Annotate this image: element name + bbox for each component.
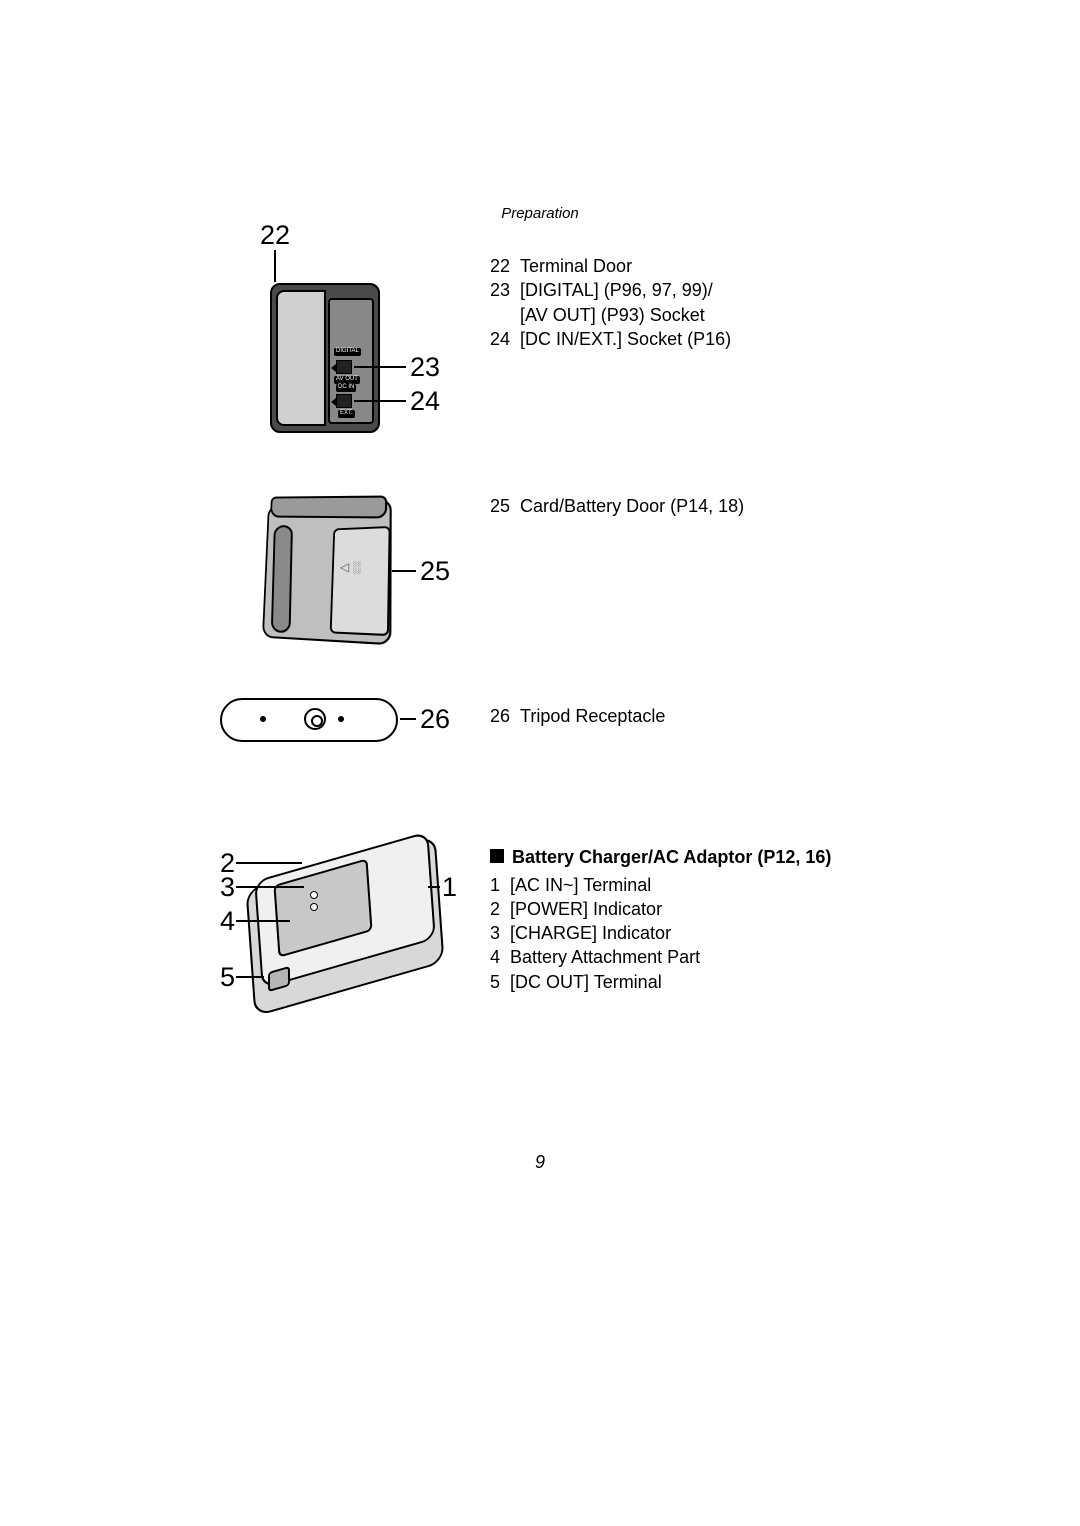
item-text: [DC IN/EXT.] Socket (P16) (520, 327, 731, 351)
camera-bottom-diagram: 26 (210, 688, 450, 758)
callout-line (236, 886, 304, 888)
terminal-door-list: 22 Terminal Door 23 [DIGITAL] (P96, 97, … (490, 254, 731, 351)
callout-line (354, 400, 406, 402)
camera-side-diagram: DIGITAL AV OUT DC IN EXT. 22 23 24 (210, 248, 450, 448)
callout-22: 22 (260, 220, 290, 251)
list-item: 25 Card/Battery Door (P14, 18) (490, 494, 744, 518)
item-number: 1 (490, 873, 510, 897)
camera-back-diagram: ◁ ░ 25 (210, 490, 450, 660)
callout-line (428, 886, 440, 888)
callout-line (236, 920, 290, 922)
section-header: Preparation (0, 205, 1080, 222)
card-battery-list: 25 Card/Battery Door (P14, 18) (490, 494, 744, 518)
block-terminal-door: DIGITAL AV OUT DC IN EXT. 22 23 24 22 Te… (210, 248, 870, 448)
item-number: 5 (490, 970, 510, 994)
charger-list: 1 [AC IN~] Terminal 2 [POWER] Indicator … (490, 873, 700, 994)
port-label-dcin: DC IN (336, 384, 356, 392)
callout-25: 25 (420, 556, 450, 587)
callout-26: 26 (420, 704, 450, 735)
item-text: Tripod Receptacle (520, 704, 665, 728)
list-item: 3 [CHARGE] Indicator (490, 921, 700, 945)
callout-1: 1 (442, 872, 457, 903)
page-number: 9 (0, 1152, 1080, 1173)
item-number: 4 (490, 945, 510, 969)
callout-line (274, 250, 276, 282)
item-text: [CHARGE] Indicator (510, 921, 700, 945)
charger-diagram: 2 3 4 5 1 (210, 846, 450, 1016)
item-text: Battery Attachment Part (510, 945, 700, 969)
item-text: Terminal Door (520, 254, 731, 278)
item-text: [POWER] Indicator (510, 897, 700, 921)
callout-24: 24 (410, 386, 440, 417)
open-arrow-icon: ◁ ░ (340, 560, 361, 574)
list-item: 24 [DC IN/EXT.] Socket (P16) (490, 327, 731, 351)
power-led-icon (310, 891, 318, 899)
item-number: 23 (490, 278, 520, 327)
list-item: 2 [POWER] Indicator (490, 897, 700, 921)
dcin-ext-port-icon (336, 394, 352, 408)
item-number: 22 (490, 254, 520, 278)
item-number: 2 (490, 897, 510, 921)
callout-line (236, 862, 302, 864)
digital-avout-port-icon (336, 360, 352, 374)
tripod-receptacle-icon (304, 708, 326, 730)
block-card-battery-door: ◁ ░ 25 25 Card/Battery Door (P14, 18) (210, 490, 870, 660)
callout-3: 3 (220, 872, 235, 903)
item-number: 24 (490, 327, 520, 351)
callout-line (400, 718, 416, 720)
list-item: 26 Tripod Receptacle (490, 704, 665, 728)
block-battery-charger: 2 3 4 5 1 Battery Charger/AC Adaptor (P1… (210, 846, 870, 1016)
item-text: [DIGITAL] (P96, 97, 99)/ [AV OUT] (P93) … (520, 278, 731, 327)
block-tripod-receptacle: 26 26 Tripod Receptacle (210, 688, 870, 758)
list-item: 1 [AC IN~] Terminal (490, 873, 700, 897)
callout-line (392, 570, 416, 572)
item-text: [DC OUT] Terminal (510, 970, 700, 994)
item-number: 26 (490, 704, 520, 728)
tripod-list: 26 Tripod Receptacle (490, 704, 665, 728)
port-label-ext: EXT. (338, 410, 355, 418)
callout-line (236, 976, 264, 978)
list-item: 5 [DC OUT] Terminal (490, 970, 700, 994)
list-item: 22 Terminal Door (490, 254, 731, 278)
charger-heading-text: Battery Charger/AC Adaptor (P12, 16) (512, 846, 831, 869)
item-text: Card/Battery Door (P14, 18) (520, 494, 744, 518)
charger-heading: Battery Charger/AC Adaptor (P12, 16) (490, 846, 870, 869)
square-bullet-icon (490, 849, 504, 863)
list-item: 23 [DIGITAL] (P96, 97, 99)/ [AV OUT] (P9… (490, 278, 731, 327)
callout-5: 5 (220, 962, 235, 993)
port-label-digital: DIGITAL (334, 348, 361, 356)
item-number: 25 (490, 494, 520, 518)
item-text: [AC IN~] Terminal (510, 873, 700, 897)
item-number: 3 (490, 921, 510, 945)
callout-line (354, 366, 406, 368)
callout-4: 4 (220, 906, 235, 937)
charge-led-icon (310, 903, 318, 911)
list-item: 4 Battery Attachment Part (490, 945, 700, 969)
port-label-avout: AV OUT (334, 376, 360, 384)
callout-23: 23 (410, 352, 440, 383)
